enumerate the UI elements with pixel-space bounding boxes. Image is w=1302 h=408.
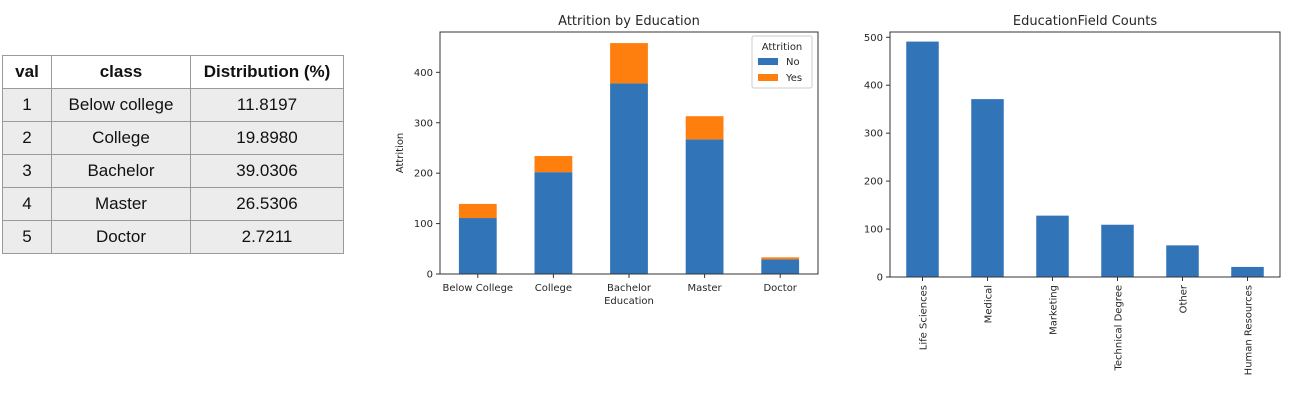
cell-class: Master — [51, 187, 191, 221]
bar-yes-below-college — [458, 203, 497, 219]
y-tick-label: 100 — [414, 219, 433, 230]
y-tick-label: 300 — [414, 118, 433, 129]
table-row: 3 Bachelor 39.0306 — [2, 154, 344, 188]
cell-class: Doctor — [51, 220, 191, 254]
legend-swatch-yes — [758, 74, 778, 81]
attrition-by-education-chart: Attrition by Education Below College Colle… — [395, 14, 819, 307]
cell-class: Bachelor — [51, 154, 191, 188]
column-header-val: val — [2, 55, 52, 89]
legend-label-yes: Yes — [785, 73, 802, 84]
table-row: 4 Master 26.5306 — [2, 187, 344, 221]
cell-val: 4 — [2, 187, 52, 221]
y-axis-label: Attrition — [395, 133, 406, 174]
x-tick-label: Below College — [443, 283, 514, 294]
x-tick-label: Marketing — [1049, 285, 1060, 335]
cell-distribution: 39.0306 — [190, 154, 344, 188]
chart-title: EducationField Counts — [1013, 14, 1157, 29]
chart-title: Attrition by Education — [558, 14, 700, 29]
y-tick-label: 400 — [864, 81, 883, 92]
cell-distribution: 11.8197 — [190, 88, 344, 122]
plot-frame — [889, 31, 1281, 278]
x-tick-label: Human Resources — [1244, 285, 1255, 375]
bar-yes-bachelor — [610, 43, 648, 84]
cell-distribution: 2.7211 — [190, 220, 344, 254]
x-tick-label: Medical — [984, 285, 995, 323]
x-tick-label: Master — [688, 283, 723, 294]
bar-human-resources — [1231, 266, 1264, 277]
legend-title: Attrition — [762, 42, 803, 53]
bar-no-doctor — [761, 259, 800, 274]
cell-val: 3 — [2, 154, 52, 188]
table-row: 2 College 19.8980 — [2, 121, 344, 155]
table-row: 5 Doctor 2.7211 — [2, 220, 344, 254]
plot-frame — [439, 31, 819, 275]
legend: Attrition No Yes — [751, 35, 813, 89]
x-tick-label: Doctor — [763, 283, 797, 294]
bar-life-sciences — [906, 41, 939, 277]
table-header-row: val class Distribution (%) — [2, 55, 344, 89]
y-tick-label: 500 — [864, 33, 883, 44]
cell-class: College — [51, 121, 191, 155]
bar-technical-degree — [1101, 224, 1134, 277]
y-tick-label: 300 — [864, 129, 883, 140]
cell-distribution: 26.5306 — [190, 187, 344, 221]
bar-yes-college — [534, 156, 573, 173]
x-axis-label: Education — [604, 296, 654, 307]
bar-medical — [971, 99, 1004, 277]
bar-no-below-college — [458, 218, 497, 274]
legend-swatch-no — [758, 58, 778, 65]
educationfield-counts-chart: EducationField Counts Life Sciences Medica… — [864, 14, 1281, 375]
cell-val: 5 — [2, 220, 52, 254]
y-tick-label: 200 — [414, 169, 433, 180]
column-header-distribution: Distribution (%) — [190, 55, 344, 89]
y-tick-label: 100 — [864, 225, 883, 236]
x-tick-label: College — [535, 283, 572, 294]
column-header-class: class — [51, 55, 191, 89]
bar-no-master — [685, 139, 724, 274]
y-tick-label: 0 — [877, 273, 883, 284]
cell-distribution: 19.8980 — [190, 121, 344, 155]
bar-no-bachelor — [610, 83, 648, 274]
x-tick-label: Life Sciences — [919, 285, 930, 350]
cell-val: 2 — [2, 121, 52, 155]
y-tick-label: 200 — [864, 177, 883, 188]
x-tick-label: Other — [1179, 284, 1190, 313]
y-tick-label: 400 — [414, 68, 433, 79]
bar-marketing — [1036, 215, 1069, 277]
bar-no-college — [534, 172, 573, 274]
distribution-table: val class Distribution (%) 1 Below colle… — [2, 55, 344, 254]
x-tick-label: Bachelor — [607, 283, 652, 294]
bar-yes-master — [685, 116, 724, 140]
bar-other — [1166, 245, 1199, 277]
legend-label-no: No — [786, 57, 800, 68]
cell-class: Below college — [51, 88, 191, 122]
table-row: 1 Below college 11.8197 — [2, 88, 344, 122]
y-tick-label: 0 — [427, 270, 433, 281]
bar-yes-doctor — [761, 257, 800, 260]
cell-val: 1 — [2, 88, 52, 122]
x-tick-label: Technical Degree — [1114, 285, 1125, 372]
